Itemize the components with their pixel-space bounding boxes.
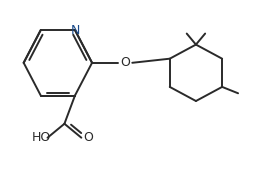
Text: N: N — [70, 23, 80, 37]
Text: O: O — [83, 131, 93, 144]
Text: O: O — [120, 56, 130, 69]
Text: HO: HO — [31, 131, 50, 144]
